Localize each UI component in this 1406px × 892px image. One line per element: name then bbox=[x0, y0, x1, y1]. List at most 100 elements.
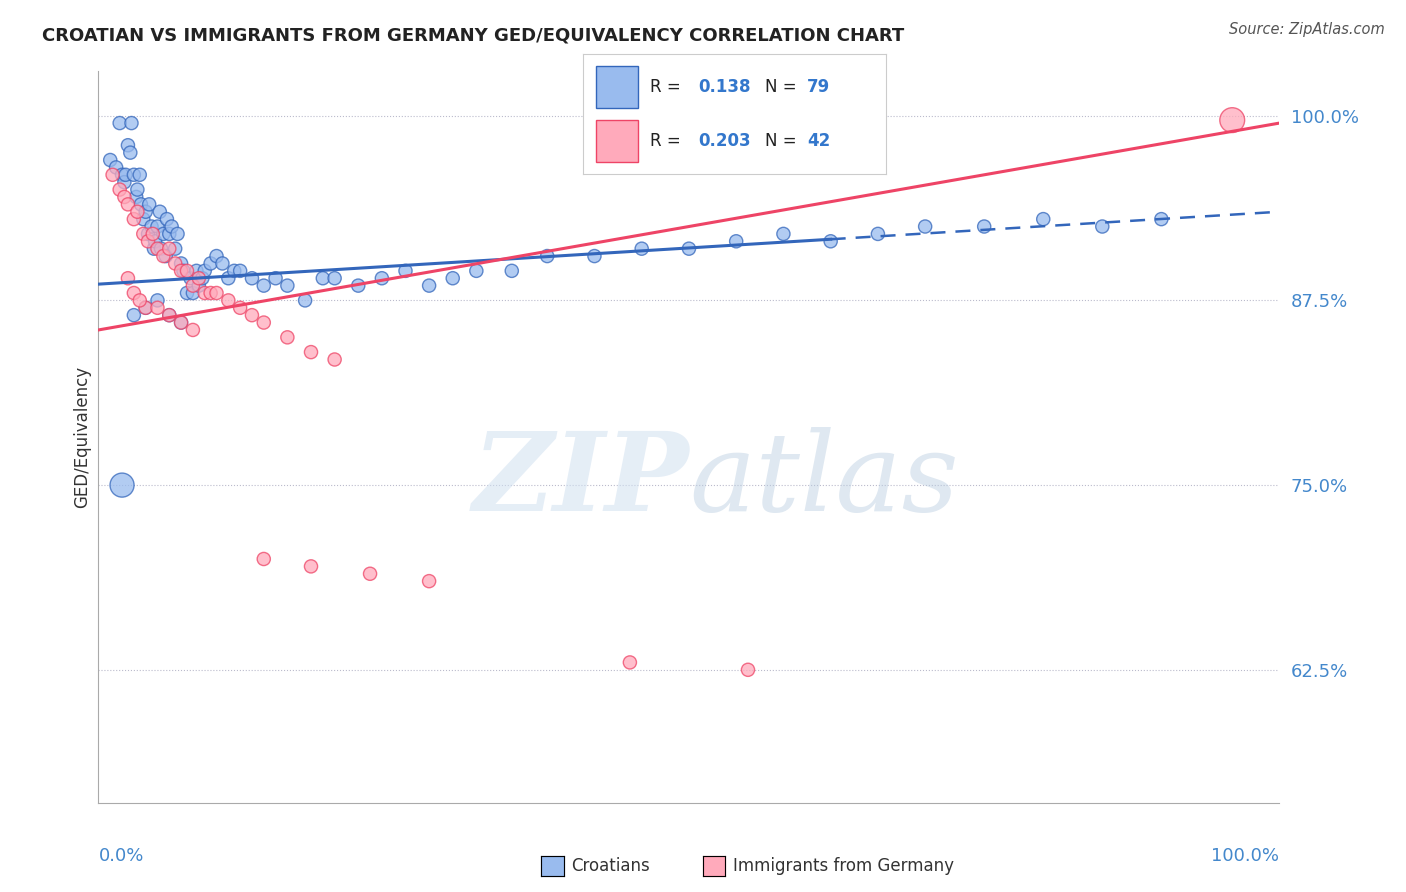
Point bbox=[111, 168, 134, 182]
Point bbox=[276, 278, 298, 293]
Point bbox=[176, 264, 198, 278]
FancyBboxPatch shape bbox=[596, 66, 638, 108]
Point bbox=[98, 153, 121, 167]
Point bbox=[166, 227, 188, 241]
Point bbox=[347, 278, 370, 293]
Point bbox=[135, 301, 157, 315]
Point bbox=[299, 559, 322, 574]
Point bbox=[160, 219, 183, 234]
Point bbox=[253, 316, 276, 330]
Point bbox=[418, 574, 440, 589]
Point bbox=[122, 308, 145, 322]
Point bbox=[128, 293, 150, 308]
Point bbox=[105, 161, 128, 175]
Point bbox=[165, 242, 187, 256]
Point bbox=[394, 264, 416, 278]
Point bbox=[152, 227, 174, 241]
Point bbox=[181, 278, 204, 293]
Text: R =: R = bbox=[650, 78, 686, 95]
Point bbox=[157, 308, 180, 322]
Point bbox=[820, 235, 842, 249]
Point bbox=[418, 278, 440, 293]
Point bbox=[253, 278, 276, 293]
Point bbox=[136, 235, 159, 249]
Point bbox=[170, 264, 193, 278]
Point bbox=[323, 352, 346, 367]
Text: Immigrants from Germany: Immigrants from Germany bbox=[733, 857, 953, 875]
Point bbox=[117, 138, 139, 153]
Point bbox=[170, 256, 193, 270]
Point bbox=[1150, 212, 1173, 227]
Point bbox=[152, 249, 174, 263]
Point bbox=[146, 219, 169, 234]
Point bbox=[143, 235, 166, 249]
Point bbox=[157, 308, 180, 322]
Point bbox=[276, 330, 298, 344]
Text: 0.138: 0.138 bbox=[699, 78, 751, 95]
Text: 0.203: 0.203 bbox=[699, 132, 751, 150]
Point bbox=[117, 197, 139, 211]
Point bbox=[122, 285, 145, 300]
Point bbox=[135, 301, 157, 315]
Point bbox=[240, 271, 263, 285]
Text: 42: 42 bbox=[807, 132, 831, 150]
Point bbox=[725, 235, 748, 249]
Point bbox=[120, 145, 142, 160]
Point bbox=[465, 264, 488, 278]
Point bbox=[127, 183, 149, 197]
Point bbox=[294, 293, 316, 308]
Point bbox=[146, 301, 169, 315]
Point bbox=[217, 293, 239, 308]
Point bbox=[127, 204, 149, 219]
Point bbox=[205, 249, 228, 263]
Point bbox=[146, 242, 169, 256]
Point bbox=[312, 271, 335, 285]
Y-axis label: GED/Equivalency: GED/Equivalency bbox=[73, 366, 91, 508]
FancyBboxPatch shape bbox=[596, 120, 638, 161]
Point bbox=[619, 656, 641, 670]
Point bbox=[359, 566, 381, 581]
Point bbox=[136, 227, 159, 241]
Point bbox=[170, 316, 193, 330]
Point bbox=[181, 285, 204, 300]
Point bbox=[180, 271, 202, 285]
Point bbox=[914, 219, 936, 234]
Point bbox=[229, 301, 252, 315]
Point bbox=[132, 227, 155, 241]
Point bbox=[678, 242, 700, 256]
Point bbox=[125, 190, 148, 204]
Point bbox=[501, 264, 523, 278]
Point bbox=[170, 316, 193, 330]
Point bbox=[129, 197, 152, 211]
Point bbox=[264, 271, 287, 285]
Point bbox=[217, 271, 239, 285]
Point bbox=[142, 242, 165, 256]
Point bbox=[108, 183, 131, 197]
Point bbox=[181, 323, 204, 337]
Point bbox=[149, 204, 172, 219]
Point bbox=[253, 552, 276, 566]
Point bbox=[156, 212, 179, 227]
Point bbox=[176, 285, 198, 300]
Text: atlas: atlas bbox=[689, 427, 959, 534]
Point bbox=[142, 227, 165, 241]
Point bbox=[1032, 212, 1054, 227]
Point bbox=[121, 116, 143, 130]
Text: 0.0%: 0.0% bbox=[98, 847, 143, 864]
Text: N =: N = bbox=[765, 132, 801, 150]
Point bbox=[186, 264, 208, 278]
Point bbox=[323, 271, 346, 285]
Point bbox=[112, 190, 135, 204]
Point bbox=[973, 219, 995, 234]
Point bbox=[772, 227, 794, 241]
Point bbox=[583, 249, 606, 263]
Point bbox=[122, 168, 145, 182]
Text: 100.0%: 100.0% bbox=[1212, 847, 1279, 864]
Point bbox=[122, 212, 145, 227]
Point bbox=[1220, 113, 1243, 128]
Point bbox=[229, 264, 252, 278]
Point bbox=[194, 285, 217, 300]
Point bbox=[371, 271, 394, 285]
Point bbox=[138, 197, 160, 211]
Point bbox=[112, 175, 135, 189]
